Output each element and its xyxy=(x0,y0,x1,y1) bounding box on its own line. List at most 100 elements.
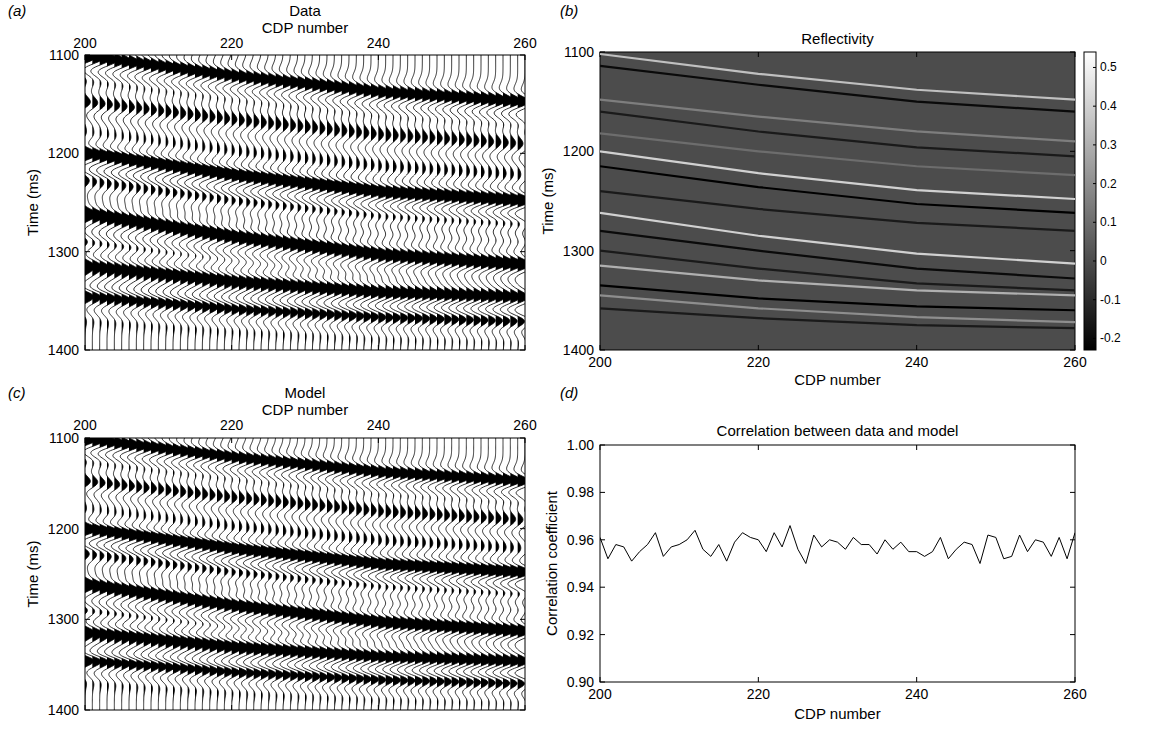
x-tick xyxy=(1075,677,1076,682)
colorbar xyxy=(1084,52,1096,350)
plot-frame xyxy=(85,55,525,350)
colorbar-tick xyxy=(1093,183,1096,184)
y-tick xyxy=(600,587,605,588)
colorbar-tick-label: 0.2 xyxy=(1100,177,1117,191)
wiggle-trace xyxy=(353,438,376,710)
x-tick xyxy=(758,677,759,682)
panel-letter: (c) xyxy=(8,384,26,401)
x-tick-label: 220 xyxy=(747,686,771,702)
wiggle-traces xyxy=(85,438,525,710)
colorbar-tick-label: -0.2 xyxy=(1100,331,1121,345)
x-tick xyxy=(916,52,917,57)
image-background xyxy=(600,52,1075,350)
panel-title: Data xyxy=(289,2,321,19)
y-tick xyxy=(600,350,605,351)
colorbar-tick-label: 0.3 xyxy=(1100,138,1117,152)
x-tick xyxy=(231,55,232,60)
colorbar-tick xyxy=(1093,299,1096,300)
y-tick-label: 1200 xyxy=(48,521,79,537)
wiggle-trace xyxy=(324,438,347,710)
wiggle-trace xyxy=(508,438,525,710)
panel-letter: (b) xyxy=(560,2,578,19)
axes: 2002202402601100120013001400CDP numberTi… xyxy=(539,2,1087,388)
y-tick xyxy=(520,350,525,351)
y-tick-label: 1400 xyxy=(48,342,79,358)
y-tick-label: 1300 xyxy=(563,243,594,259)
y-tick-label: 1200 xyxy=(48,145,79,161)
y-tick-label: 1100 xyxy=(49,430,79,446)
wiggle-fill xyxy=(342,438,355,710)
colorbar-tick xyxy=(1093,222,1096,223)
wiggle-trace xyxy=(331,55,354,350)
colorbar-tick-label: 0.5 xyxy=(1100,60,1117,74)
reflector xyxy=(600,66,1075,112)
reflector xyxy=(600,213,1075,264)
wiggle-trace xyxy=(317,55,340,350)
y-axis-title: Time (ms) xyxy=(539,168,556,235)
wiggle-trace xyxy=(361,55,384,350)
wiggle-trace xyxy=(515,55,525,350)
y-tick xyxy=(85,350,90,351)
x-tick xyxy=(916,345,917,350)
y-tick xyxy=(520,55,525,56)
y-tick xyxy=(1070,151,1075,152)
x-tick xyxy=(758,52,759,57)
reflector xyxy=(600,308,1075,328)
colorbar-tick-label: 0 xyxy=(1100,254,1107,268)
y-tick xyxy=(1070,350,1075,351)
y-tick xyxy=(85,710,90,711)
reflector xyxy=(600,191,1075,231)
axes: 2002202402601100120013001400CDP numberTi… xyxy=(8,384,537,718)
plot-frame xyxy=(600,52,1075,350)
plot-frame xyxy=(85,438,525,710)
y-tick xyxy=(1070,52,1075,53)
x-tick xyxy=(1075,345,1076,350)
colorbar-tick xyxy=(1093,260,1096,261)
x-tick-label: 240 xyxy=(367,417,391,433)
colorbar-tick-label: 0.4 xyxy=(1100,99,1117,113)
x-tick xyxy=(231,438,232,443)
wiggle-fill xyxy=(342,55,355,350)
y-tick-label: 1100 xyxy=(564,44,594,60)
y-tick-label: 0.96 xyxy=(567,532,594,548)
x-tick-label: 240 xyxy=(905,354,929,370)
y-tick xyxy=(1070,445,1075,446)
y-tick-label: 0.92 xyxy=(567,627,594,643)
wiggle-fill xyxy=(518,438,525,710)
wiggle-trace xyxy=(368,438,391,710)
x-tick xyxy=(600,677,601,682)
panel-title: Reflectivity xyxy=(801,30,874,47)
x-tick xyxy=(1075,52,1076,57)
y-axis-title: Time (ms) xyxy=(24,541,41,608)
x-axis-title: CDP number xyxy=(794,371,880,388)
y-tick xyxy=(520,438,525,439)
x-tick-label: 260 xyxy=(513,35,537,51)
y-tick xyxy=(600,634,605,635)
wiggle-trace xyxy=(346,55,369,350)
wiggle-fill xyxy=(518,55,525,350)
x-tick-label: 240 xyxy=(367,35,391,51)
reflector xyxy=(600,133,1075,175)
colorbar-tick xyxy=(1093,106,1096,107)
y-tick-label: 1.00 xyxy=(567,437,594,453)
wiggle-trace xyxy=(353,55,376,350)
x-tick xyxy=(758,345,759,350)
panel-title: Model xyxy=(285,384,326,401)
y-tick-label: 1300 xyxy=(48,244,79,260)
colorbar-tick xyxy=(1093,67,1096,68)
wiggle-fill xyxy=(349,438,362,710)
y-tick-label: 1400 xyxy=(563,342,594,358)
correlation-line xyxy=(600,526,1075,564)
wiggle-fill xyxy=(334,55,347,350)
x-tick xyxy=(600,445,601,450)
wiggle-trace xyxy=(324,55,347,350)
x-tick-label: 220 xyxy=(220,417,244,433)
line-series xyxy=(600,526,1075,564)
wiggle-trace xyxy=(346,438,369,710)
wiggle-fill xyxy=(386,438,399,710)
y-tick xyxy=(520,251,525,252)
y-tick xyxy=(1070,492,1075,493)
y-tick-label: 1200 xyxy=(563,143,594,159)
panel-letter: (a) xyxy=(8,2,26,19)
y-tick xyxy=(600,445,605,446)
